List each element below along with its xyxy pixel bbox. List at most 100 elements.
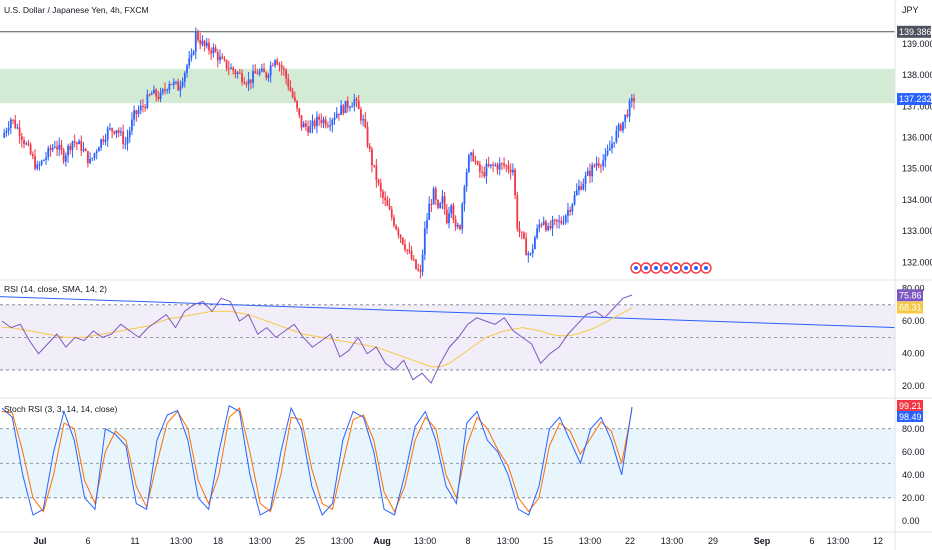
stoch-value-label: 98.49 [899,412,922,422]
candle-body [364,119,367,127]
candle-body [406,249,409,251]
candle-body [122,131,125,145]
candle-body [280,65,283,69]
price-pane[interactable]: 132.000 133.000 134.000 135.000 136.000 137.0… [0,25,932,281]
candle-body [227,68,230,70]
economic-event-icon [644,266,648,270]
candle-body [500,163,503,165]
rsi-tick-label: 60.00 [902,316,925,326]
candle-body [53,146,56,148]
supply-zone [0,68,895,104]
candle-body [558,220,561,222]
candle-body [221,56,224,59]
rsi-tick-label: 40.00 [902,349,925,359]
candle-body [177,81,180,91]
candle-body [602,160,605,167]
candle-body [91,157,94,159]
candle-body [445,209,448,224]
candle-body [353,99,356,107]
candle-body [487,164,490,167]
candle-body [496,164,499,170]
economic-event-icon [674,266,678,270]
currency-label: JPY [902,5,919,15]
candle-body [360,109,362,121]
candle-body [395,225,398,230]
candle-body [102,139,105,142]
candle-body [126,137,129,144]
candle-body [109,128,111,130]
candle-body [472,152,475,161]
candle-body [595,163,598,167]
candle-body [467,155,470,172]
candle-body [434,188,437,200]
candle-body [390,209,393,218]
candle-body [12,119,14,121]
candle-body [49,148,52,151]
candle-body [142,105,144,107]
candle-body [234,70,237,75]
candle-body [611,143,613,149]
candle-body [633,98,635,102]
candle-body [426,219,428,229]
candle-body [608,148,611,151]
candle-body [503,163,505,166]
candle-body [342,105,345,114]
candle-body [188,58,191,66]
candle-body [547,226,550,231]
candle-body [531,249,534,254]
price-tag [897,25,931,38]
candle-body [168,84,171,90]
candle-body [386,200,389,206]
candle-body [322,119,325,124]
candle-body [75,142,78,145]
candle-body [340,105,343,115]
candle-body [179,86,182,91]
candle-body [329,124,332,127]
candle-body [529,253,532,255]
candle-body [190,54,193,59]
candle-body [82,149,85,151]
candle-body [18,127,21,137]
candle-body [159,92,162,100]
stoch-tick-label: 20.00 [902,493,925,503]
candle-body [437,199,439,208]
candle-body [465,171,468,187]
time-tick-label: 6 [809,536,814,546]
candle-body [474,160,477,162]
candle-body [516,195,519,229]
price-tag [897,93,931,106]
time-tick-label: 13:00 [331,536,354,546]
time-tick-label: 13:00 [170,536,193,546]
candle-body [58,144,61,150]
candle-body [133,110,136,120]
candle-body [252,71,254,83]
candle-body [417,268,420,271]
candle-body [430,203,433,205]
candle-body [214,47,217,53]
candle-body [511,169,514,173]
candle-body [626,114,629,117]
economic-event-icon [634,266,638,270]
candle-body [357,100,360,110]
candle-body [492,164,494,166]
candle-body [115,130,118,134]
candle-body [131,119,133,131]
candle-body [549,226,552,229]
candle-body [47,148,50,158]
candle-body [223,58,226,60]
candle-body [344,100,347,114]
candle-body [401,237,404,245]
candle-body [628,101,631,117]
candle-body [439,202,442,208]
candle-body [161,89,164,93]
price-tag-label: 139.386 [899,27,932,37]
candle-body [617,124,620,131]
candle-body [335,113,338,118]
candle-body [578,186,580,191]
candle-body [481,171,483,173]
candle-body [247,79,250,85]
time-tick-label: 29 [708,536,718,546]
